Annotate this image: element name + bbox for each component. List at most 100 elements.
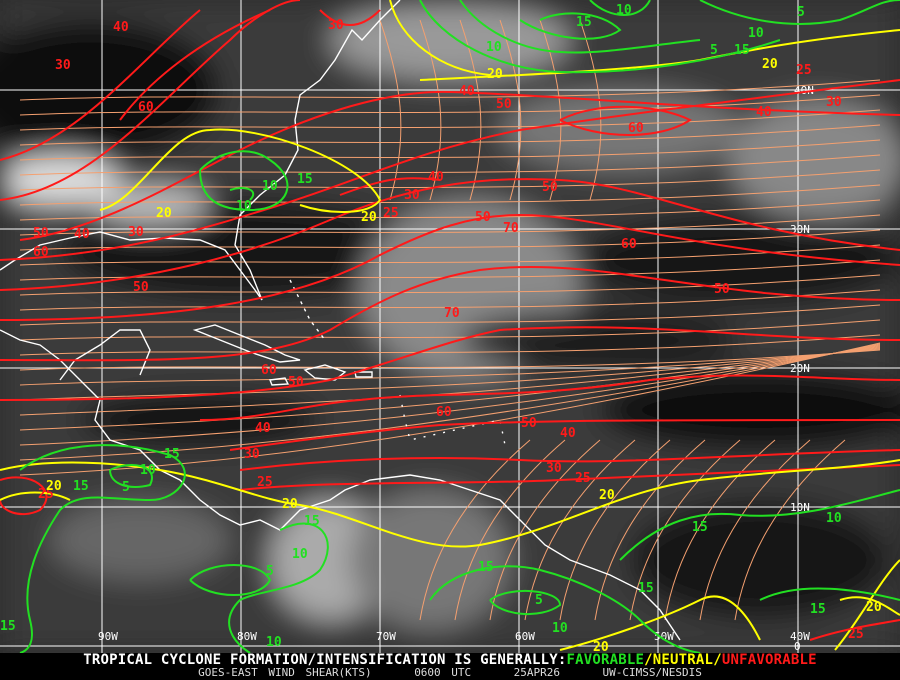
- contour-label: 20: [156, 206, 172, 221]
- contour-label: 10: [616, 3, 632, 18]
- coastline-north-america: [0, 0, 401, 301]
- contour-label: 30: [826, 95, 842, 110]
- contour-label: 40: [113, 20, 129, 35]
- grid-labels: 90W 80W 70W 60W 50W 40W 40N 30N 20N 10N …: [98, 84, 814, 653]
- contour-label: 30: [55, 58, 71, 73]
- contour-label: 60: [33, 245, 49, 260]
- contour-label: 15: [164, 447, 180, 462]
- contour-label: 5: [266, 564, 274, 579]
- streamline: [19, 274, 881, 296]
- legend-bar: TROPICAL CYCLONE FORMATION/INTENSIFICATI…: [0, 653, 900, 680]
- contour-label: 15: [478, 560, 494, 575]
- contour-label: 10: [748, 26, 764, 41]
- contour-label: 20: [762, 57, 778, 72]
- neutral-contours: [0, 0, 900, 651]
- contour-label: 15: [734, 43, 750, 58]
- contour-label: 10: [140, 463, 156, 478]
- lon-label: 90W: [98, 630, 118, 643]
- coastline-bahamas: [289, 279, 326, 341]
- streamline: [19, 342, 881, 476]
- contour-label: 50: [475, 210, 491, 225]
- contour-label: 60: [138, 100, 154, 115]
- contour-label: 5: [535, 593, 543, 608]
- contour-label: 20: [46, 479, 62, 494]
- coastline-cuba: [192, 324, 301, 363]
- data-source: UW-CIMSS/NESDIS: [602, 666, 702, 679]
- streamline: [19, 344, 881, 446]
- coastline-hispaniola: [303, 364, 347, 381]
- contour-label: 70: [444, 306, 460, 321]
- streamline: [19, 347, 881, 401]
- contour-label: 60: [621, 237, 637, 252]
- streamline: [734, 439, 846, 621]
- lat-label: 20N: [790, 362, 810, 375]
- contour-label: 40: [756, 105, 772, 120]
- contour-label: 15: [638, 581, 654, 596]
- lat-label: 0: [794, 640, 801, 653]
- contour-label: 60: [436, 405, 452, 420]
- contour-label: 10: [236, 199, 252, 214]
- streamline: [499, 19, 522, 201]
- contour-label: 25: [796, 63, 812, 78]
- streamline: [454, 439, 566, 621]
- contour-label: 10: [262, 179, 278, 194]
- contour-label: 20: [361, 210, 377, 225]
- contour-label: 40: [459, 84, 475, 99]
- contour-label: 20: [487, 67, 503, 82]
- streamline: [19, 319, 881, 341]
- contour-label: 60: [261, 363, 277, 378]
- contour-label: 40: [560, 426, 576, 441]
- streamline: [19, 79, 881, 101]
- contour-label: 15: [304, 514, 320, 529]
- unfavorable-labels: 40 30 60 40 50 60 40 30 25 40 30 25 50 5…: [33, 18, 864, 642]
- headline-text: TROPICAL CYCLONE FORMATION/INTENSIFICATI…: [83, 652, 567, 668]
- contour-label: 15: [576, 15, 592, 30]
- lon-label: 50W: [654, 630, 674, 643]
- contour-label: 5: [797, 5, 805, 20]
- streamline: [19, 334, 881, 356]
- neutral-labels: 20 20 20 20 20 20 20 20 20: [46, 57, 882, 653]
- coastline-jamaica: [269, 377, 290, 386]
- unfavorable-contours: [0, 0, 900, 641]
- contour-label: 30: [546, 461, 562, 476]
- contour-label: 10: [486, 40, 502, 55]
- contour-label: 10: [826, 511, 842, 526]
- coastline-puerto-rico: [354, 371, 373, 378]
- product-info: GOES-EAST WIND SHEAR(KTS) 0600 UTC 25APR…: [0, 667, 900, 679]
- lon-label: 70W: [376, 630, 396, 643]
- streamline: [379, 19, 402, 201]
- map-canvas: 90W 80W 70W 60W 50W 40W 40N 30N 20N 10N …: [0, 0, 900, 653]
- lat-label: 40N: [794, 84, 814, 97]
- favorable-labels: 10 15 10 15 10 5 15 15 10 5 10 15 15 5 1…: [0, 3, 842, 650]
- favorable-contours: [19, 0, 900, 653]
- headline: TROPICAL CYCLONE FORMATION/INTENSIFICATI…: [0, 653, 900, 667]
- lat-lon-grid: [0, 0, 900, 653]
- shear-contours: [0, 0, 900, 653]
- streamline: [19, 214, 881, 236]
- valid-date: 25APR26: [513, 666, 561, 679]
- streamline: [19, 244, 881, 266]
- lon-label: 40W: [790, 630, 810, 643]
- streamline: [19, 154, 881, 176]
- contour-label: 30: [244, 447, 260, 462]
- streamline: [19, 109, 881, 131]
- streamline: [594, 439, 706, 621]
- contour-label: 50: [542, 180, 558, 195]
- separator: /: [713, 652, 722, 668]
- streamline: [19, 259, 881, 281]
- streamline: [579, 19, 602, 201]
- lon-label: 60W: [515, 630, 535, 643]
- contour-label: 10: [292, 547, 308, 562]
- streamline: [419, 19, 442, 201]
- streamline: [19, 345, 881, 431]
- contour-label: 40: [74, 227, 90, 242]
- valid-time: 0600 UTC: [414, 666, 472, 679]
- streamline: [459, 19, 482, 201]
- contour-label: 25: [575, 471, 591, 486]
- contour-label: 25: [383, 206, 399, 221]
- contour-label: 60: [628, 121, 644, 136]
- streamline: [19, 349, 881, 371]
- contour-label: 5: [710, 43, 718, 58]
- streamline: [19, 94, 881, 116]
- streamline: [664, 439, 776, 621]
